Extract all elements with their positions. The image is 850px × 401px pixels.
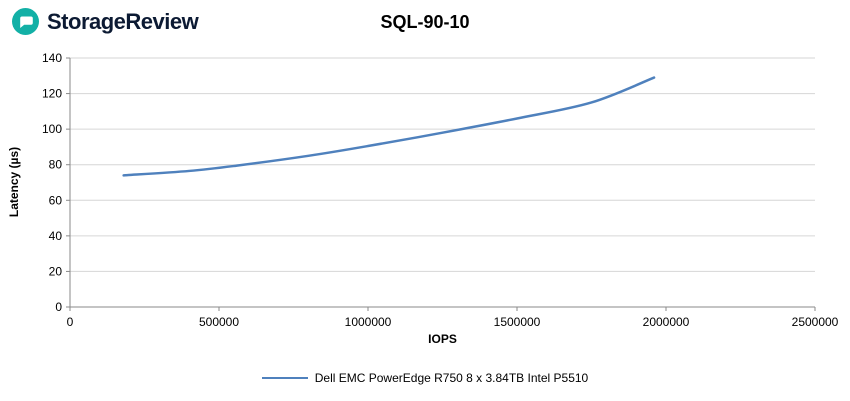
x-axis-title: IOPS [428, 332, 457, 346]
y-tick-label: 20 [49, 264, 63, 278]
legend-label: Dell EMC PowerEdge R750 8 x 3.84TB Intel… [314, 371, 589, 385]
y-tick-label: 100 [42, 122, 62, 136]
y-tick-label: 0 [55, 300, 62, 314]
y-tick-label: 140 [42, 51, 62, 65]
x-tick-label: 2000000 [643, 315, 690, 329]
logo-text: StorageReview [47, 8, 199, 34]
y-tick-label: 80 [49, 158, 63, 172]
storagereview-logo-icon [12, 8, 39, 35]
chart-title: SQL-90-10 [380, 12, 470, 32]
storagereview-logo: StorageReview [12, 8, 199, 35]
legend: Dell EMC PowerEdge R750 8 x 3.84TB Intel… [0, 371, 850, 385]
x-tick-label: 1500000 [494, 315, 541, 329]
x-tick-label: 1000000 [345, 315, 392, 329]
series-line [122, 76, 656, 177]
y-tick-label: 40 [49, 229, 63, 243]
y-tick-label: 120 [42, 87, 62, 101]
x-tick-label: 2500000 [792, 315, 839, 329]
legend-line-swatch [261, 377, 308, 379]
y-axis-title: Latency (µs) [7, 146, 21, 218]
x-tick-label: 500000 [199, 315, 239, 329]
y-tick-label: 60 [49, 193, 63, 207]
plot-area: 0 20 40 60 80 100 120 140 0 500000 1000000 1500000 2… [42, 51, 839, 329]
x-tick-label: 0 [67, 315, 74, 329]
